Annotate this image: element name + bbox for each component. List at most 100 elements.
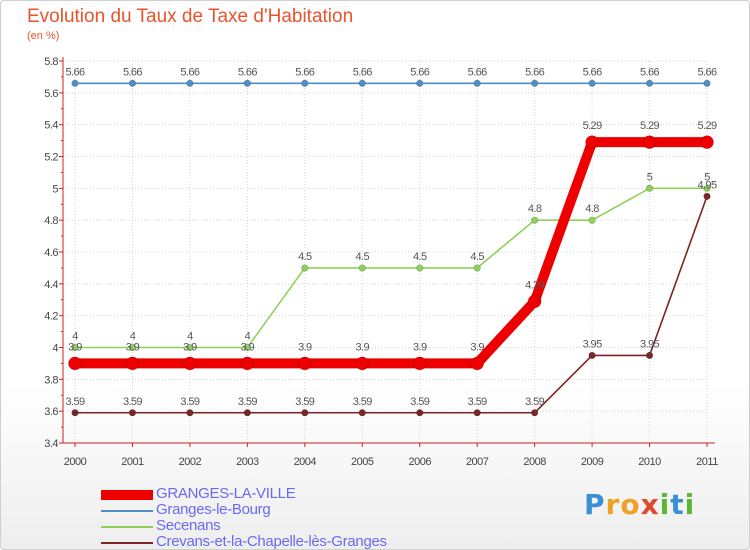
- data-label-crevans-et-la-chapelle-l-s-granges: 3.59: [65, 396, 84, 408]
- legend-swatch: [101, 542, 153, 544]
- data-point-granges-le-bourg: [243, 79, 251, 87]
- data-label-secenans: 4: [72, 331, 78, 343]
- data-point-granges-la-ville: [527, 294, 542, 309]
- logo-letter: i: [659, 488, 671, 521]
- data-point-granges-le-bourg: [703, 79, 711, 87]
- data-label-granges-le-bourg: 5.66: [697, 66, 716, 78]
- data-label-crevans-et-la-chapelle-l-s-granges: 3.59: [295, 396, 314, 408]
- data-label-granges-la-ville: 3.9: [413, 341, 427, 353]
- x-tick-label: 2008: [523, 456, 546, 468]
- data-label-granges-le-bourg: 5.66: [238, 66, 257, 78]
- data-label-crevans-et-la-chapelle-l-s-granges: 3.59: [180, 396, 199, 408]
- data-point-secenans: [358, 264, 366, 272]
- y-tick-label: 4.8: [44, 215, 58, 227]
- x-tick-label: 2007: [466, 456, 489, 468]
- data-point-secenans: [301, 264, 309, 272]
- data-label-crevans-et-la-chapelle-l-s-granges: 3.59: [468, 396, 487, 408]
- data-label-secenans: 4: [245, 331, 251, 343]
- data-label-granges-la-ville: 5.29: [697, 120, 716, 132]
- legend-swatch: [101, 526, 153, 528]
- data-label-secenans: 4.8: [528, 203, 542, 215]
- logo-letter: o: [620, 488, 641, 521]
- data-point-granges-la-ville: [125, 356, 140, 371]
- data-point-crevans-et-la-chapelle-l-s-granges: [186, 409, 194, 417]
- data-label-granges-la-ville: 3.9: [126, 341, 140, 353]
- y-tick-label: 5.2: [44, 152, 58, 164]
- x-tick-label: 2011: [696, 456, 718, 468]
- data-point-secenans: [645, 184, 654, 192]
- x-tick-label: 2005: [351, 456, 374, 468]
- x-tick-label: 2010: [638, 456, 661, 468]
- x-tick-label: 2004: [294, 456, 317, 468]
- data-label-granges-la-ville: 3.9: [470, 341, 484, 353]
- data-label-granges-la-ville: 3.9: [68, 341, 82, 353]
- data-label-granges-la-ville: 3.9: [183, 341, 197, 353]
- y-tick-label: 4: [52, 343, 58, 355]
- data-label-crevans-et-la-chapelle-l-s-granges: 3.95: [640, 338, 659, 350]
- data-label-secenans: 4.5: [298, 251, 312, 263]
- legend-swatch: [101, 490, 153, 500]
- y-tick-label: 4.6: [44, 247, 58, 259]
- data-label-granges-le-bourg: 5.66: [353, 66, 372, 78]
- x-tick-label: 2002: [179, 456, 202, 468]
- data-label-secenans: 4.5: [356, 251, 370, 263]
- data-label-crevans-et-la-chapelle-l-s-granges: 3.59: [353, 396, 372, 408]
- logo-letter: x: [640, 488, 660, 521]
- data-label-granges-la-ville: 5.29: [640, 120, 659, 132]
- y-tick-label: 5.4: [44, 120, 58, 132]
- data-label-granges-le-bourg: 5.66: [295, 66, 314, 78]
- chart-title: Evolution du Taux de Taxe d'Habitation: [27, 6, 354, 27]
- data-point-secenans: [473, 264, 481, 272]
- line-chart: 3.4 3.6 3.8 4 4.2 4.4 4.6 4.8 5 5.2 5.4 5.6 5.8 2000 2…: [44, 56, 719, 468]
- data-point-crevans-et-la-chapelle-l-s-granges: [71, 409, 79, 417]
- series-line-granges-la-ville: [70, 137, 712, 369]
- data-point-granges-la-ville: [68, 356, 82, 371]
- data-point-secenans: [416, 264, 424, 272]
- chart-unit-label: (en %): [27, 30, 60, 42]
- data-point-crevans-et-la-chapelle-l-s-granges: [703, 192, 711, 200]
- legend-swatch: [101, 510, 153, 512]
- data-point-secenans: [243, 343, 251, 352]
- data-label-crevans-et-la-chapelle-l-s-granges: 3.95: [583, 338, 602, 350]
- logo-letter: t: [670, 488, 685, 521]
- x-tick-label: 2003: [236, 456, 259, 468]
- data-point-granges-le-bourg: [128, 79, 137, 87]
- data-label-granges-le-bourg: 5.66: [640, 66, 659, 78]
- data-label-granges-le-bourg: 5.66: [468, 66, 487, 78]
- data-label-granges-la-ville: 3.9: [241, 341, 255, 353]
- data-point-secenans: [703, 184, 711, 192]
- data-point-crevans-et-la-chapelle-l-s-granges: [531, 409, 539, 417]
- data-label-secenans: 4.5: [413, 251, 427, 263]
- data-label-granges-le-bourg: 5.66: [583, 66, 602, 78]
- proxiti-logo: Proxiti: [584, 488, 695, 521]
- data-point-granges-le-bourg: [301, 79, 309, 87]
- data-point-crevans-et-la-chapelle-l-s-granges: [645, 351, 654, 360]
- legend-label: GRANGES-LA-VILLE: [156, 485, 296, 502]
- data-label-granges-la-ville: 5.29: [583, 120, 602, 132]
- data-point-granges-le-bourg: [71, 79, 79, 87]
- data-label-secenans: 4.8: [585, 203, 599, 215]
- data-point-crevans-et-la-chapelle-l-s-granges: [128, 409, 137, 417]
- data-label-crevans-et-la-chapelle-l-s-granges: 4.95: [697, 179, 716, 191]
- data-label-secenans: 4: [187, 331, 193, 343]
- data-label-secenans: 4.5: [470, 251, 484, 263]
- logo-letter: i: [684, 488, 696, 521]
- data-point-granges-le-bourg: [531, 79, 539, 87]
- data-label-granges-le-bourg: 5.66: [180, 66, 199, 78]
- y-tick-label: 5.8: [44, 56, 58, 68]
- data-label-granges-le-bourg: 5.66: [65, 66, 84, 78]
- x-tick-label: 2001: [121, 456, 144, 468]
- data-point-crevans-et-la-chapelle-l-s-granges: [243, 409, 251, 417]
- logo-letter: P: [584, 488, 606, 521]
- x-tick-label: 2006: [408, 456, 431, 468]
- data-label-crevans-et-la-chapelle-l-s-granges: 3.59: [525, 396, 544, 408]
- y-tick-label: 4.4: [44, 279, 58, 291]
- data-point-granges-la-ville: [412, 356, 427, 371]
- data-point-granges-le-bourg: [588, 79, 596, 87]
- data-label-secenans: 5: [647, 171, 653, 183]
- data-point-crevans-et-la-chapelle-l-s-granges: [588, 351, 596, 360]
- data-point-granges-le-bourg: [645, 79, 654, 87]
- x-tick-label: 2009: [581, 456, 604, 468]
- data-point-crevans-et-la-chapelle-l-s-granges: [416, 409, 424, 417]
